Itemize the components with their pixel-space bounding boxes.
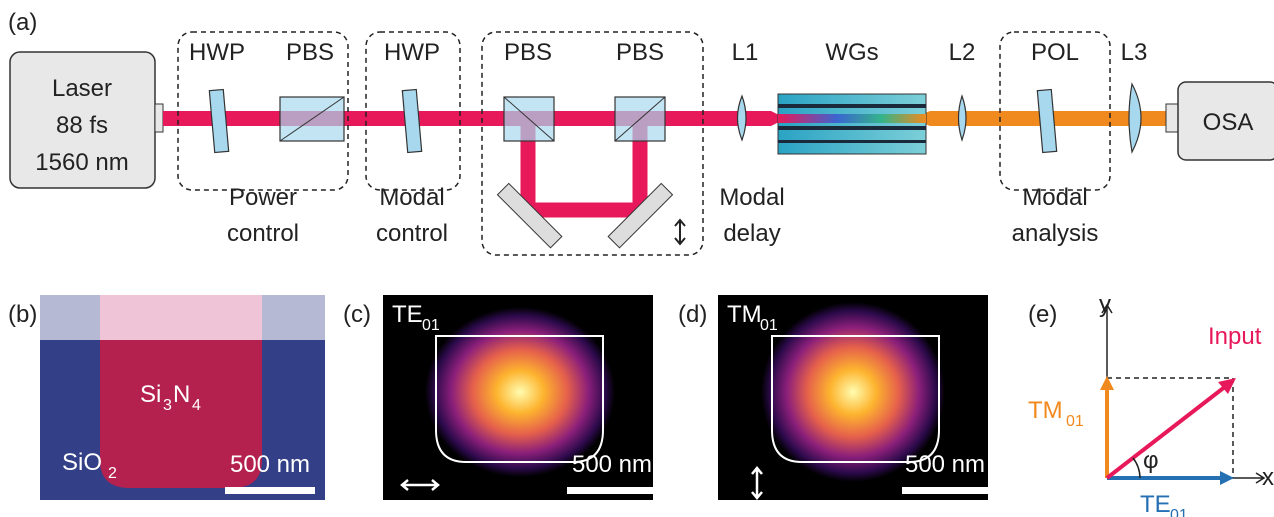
laser-label: Laser: [52, 75, 112, 102]
core-label: Si: [140, 381, 161, 408]
cladding-label: 2: [108, 465, 117, 482]
rect-shape: [902, 487, 990, 494]
core-label: 4: [192, 397, 201, 414]
components-label: HWP: [189, 39, 245, 66]
groups-label: control: [227, 220, 299, 247]
label-label: (b): [8, 301, 37, 328]
rect-shape: [163, 111, 771, 126]
te-label: TE: [1140, 491, 1171, 517]
rect-shape: [930, 111, 1180, 126]
rect-shape: [225, 487, 315, 494]
core-label: N: [173, 381, 190, 408]
te-label: 01: [1170, 507, 1188, 517]
components-label: PBS: [286, 39, 334, 66]
y-axis-label: y: [1099, 291, 1111, 318]
scale-label: 500 nm: [905, 451, 985, 478]
components-label: POL: [1031, 39, 1079, 66]
mode-label: 01: [422, 317, 440, 334]
rect-shape: [778, 94, 926, 154]
groups-label: analysis: [1012, 220, 1099, 247]
polygon-shape: [1220, 471, 1234, 485]
laser-label: 88 fs: [56, 112, 108, 139]
input-label: Input: [1208, 323, 1262, 350]
rect-shape: [1037, 90, 1056, 153]
label-label: (d): [678, 301, 707, 328]
x-axis-label: x: [1262, 464, 1274, 491]
label-label: (a): [8, 9, 37, 36]
rect-shape: [778, 114, 926, 123]
path-shape: [1129, 84, 1141, 152]
path-shape: [1133, 458, 1140, 478]
label-label: (e): [1028, 301, 1057, 328]
label-label: (c): [343, 301, 371, 328]
groups-label: Modal: [1022, 184, 1087, 211]
rect-shape: [402, 90, 421, 153]
components-label: PBS: [616, 39, 664, 66]
scale-label: 500 nm: [572, 451, 652, 478]
components-label: L1: [732, 39, 759, 66]
mode-label: 01: [760, 317, 778, 334]
groups-label: delay: [723, 220, 780, 247]
line-shape: [1107, 386, 1226, 478]
rect-shape: [100, 295, 262, 340]
tm-label: 01: [1066, 413, 1084, 430]
rect-shape: [209, 90, 228, 153]
path-shape: [675, 220, 685, 244]
components-label: WGs: [825, 39, 878, 66]
rect-shape: [778, 104, 926, 108]
components-label: HWP: [384, 39, 440, 66]
groups-label: Modal: [379, 184, 444, 211]
path-shape: [959, 96, 967, 140]
groups-label: Modal: [719, 184, 784, 211]
rect-shape: [778, 126, 926, 130]
core-label: 3: [163, 397, 172, 414]
rect-shape: [567, 487, 655, 494]
rect-shape: [155, 104, 163, 132]
angle-label: φ: [1143, 447, 1159, 474]
scale-label: 500 nm: [230, 451, 310, 478]
groups-label: Power: [229, 184, 297, 211]
cladding-label: SiO: [62, 449, 102, 476]
laser-label: 1560 nm: [35, 149, 128, 176]
rect-shape: [778, 140, 926, 143]
components-label: L2: [949, 39, 976, 66]
mode-label: TM: [727, 301, 762, 328]
mode-label: TE: [392, 301, 423, 328]
components-label: L3: [1121, 39, 1148, 66]
path-shape: [738, 96, 747, 140]
components-label: PBS: [504, 39, 552, 66]
tm-label: TM: [1028, 397, 1063, 424]
components-label: OSA: [1203, 109, 1254, 136]
groups-label: control: [376, 220, 448, 247]
figure: (a) Laser 88 fs 1560 nm HWP PBS HWP PBS …: [0, 0, 1274, 517]
